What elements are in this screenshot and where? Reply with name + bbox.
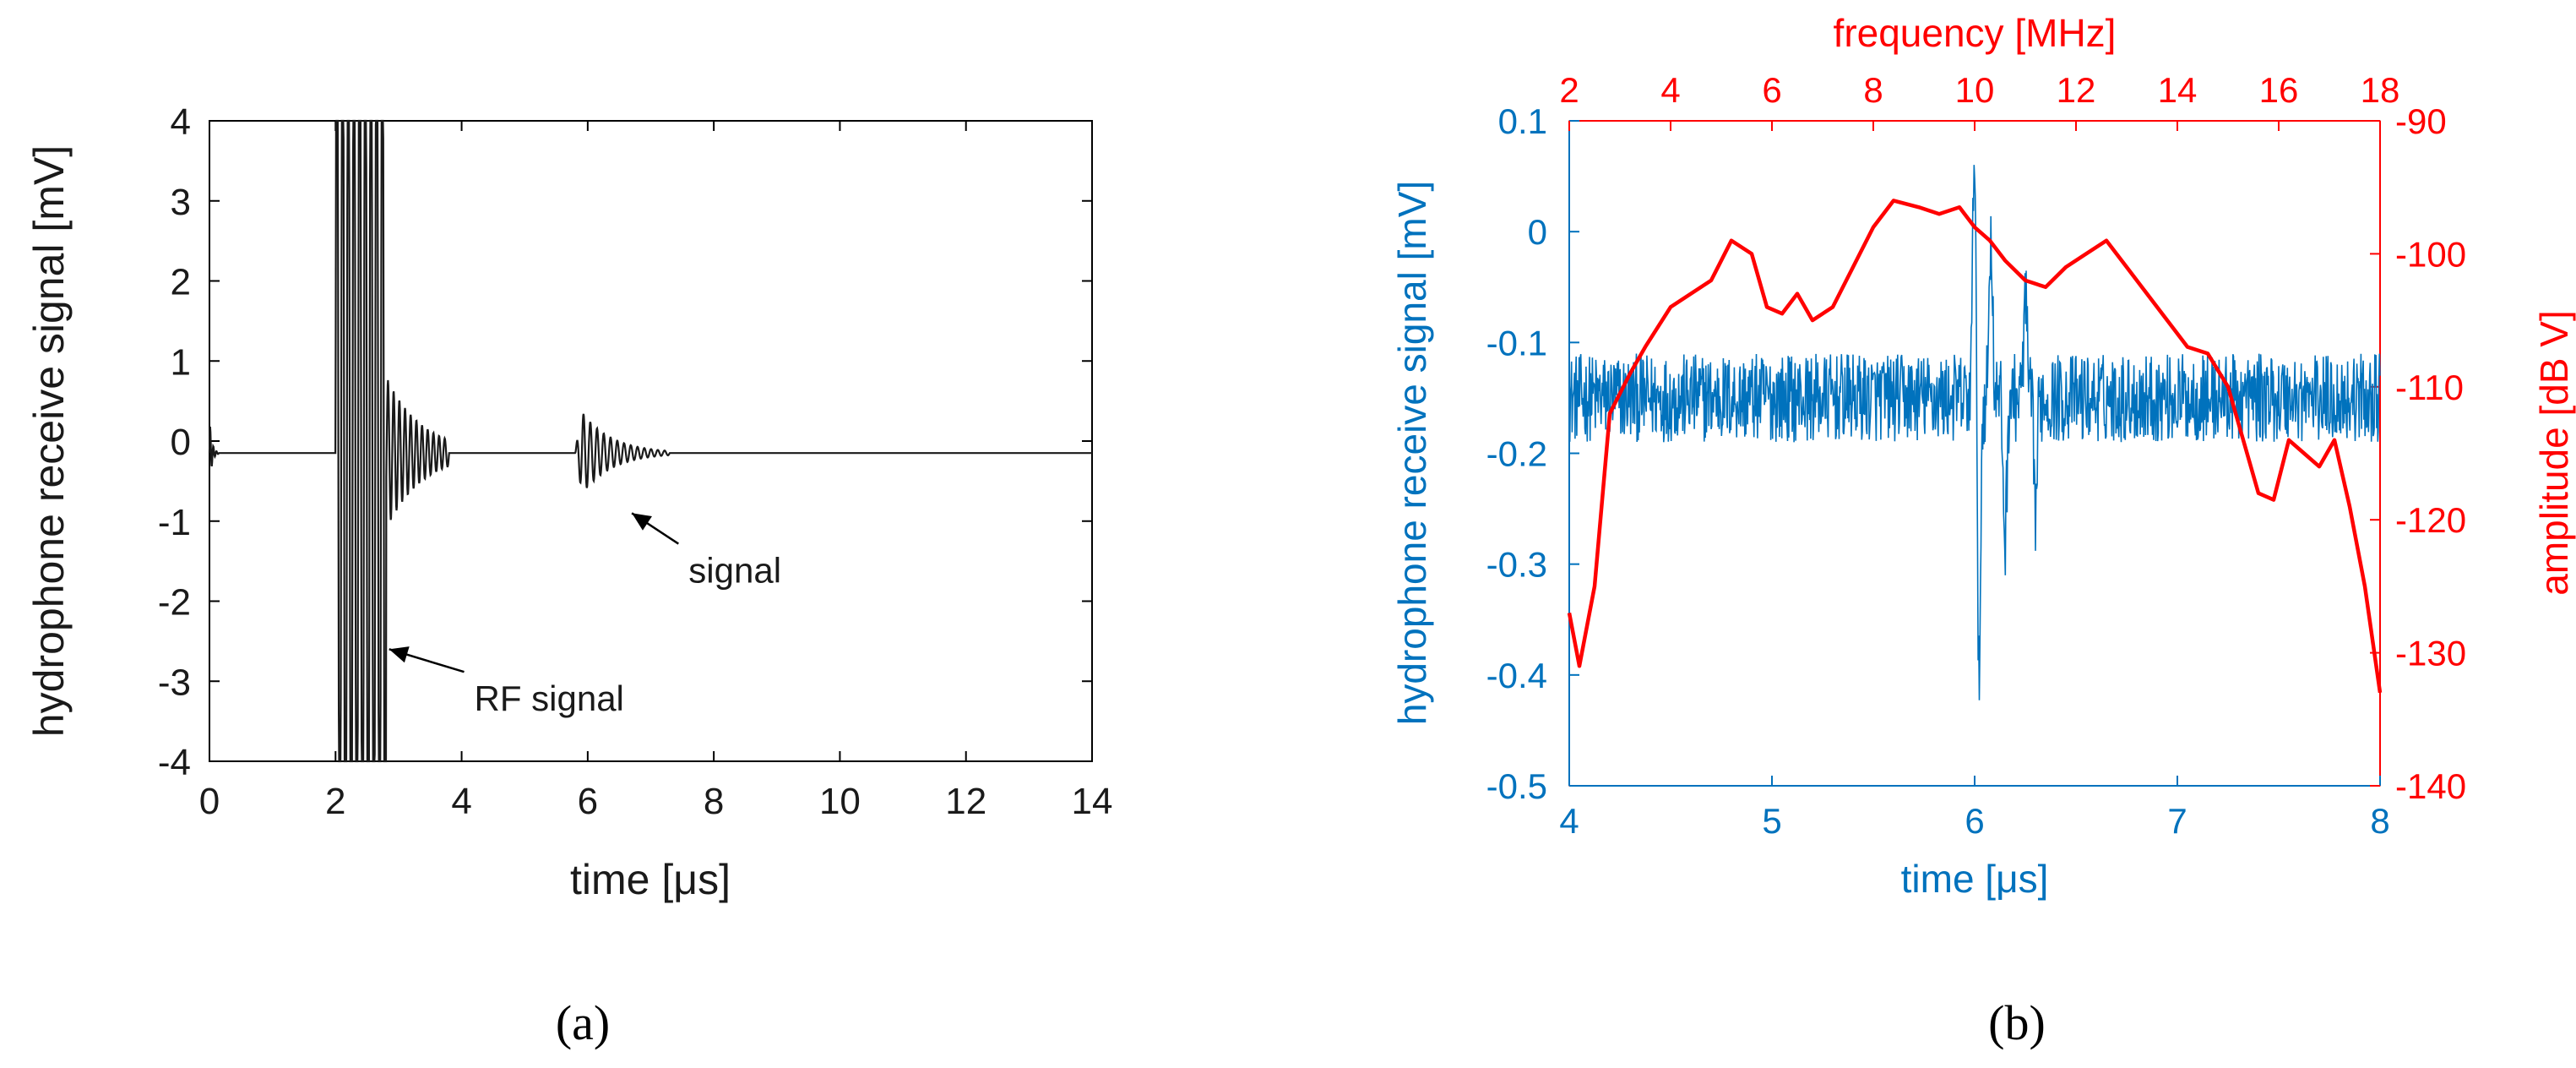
panel-b-y-axis-label: hydrophone receive signal [mV] xyxy=(1390,181,1434,725)
panel-b-right-tick-label: -130 xyxy=(2395,634,2466,673)
panel-b-x-axis-label: time [μs] xyxy=(1901,857,2049,901)
panel-b-right-tick-label: -110 xyxy=(2395,368,2464,407)
panel-a-y-tick-label: -2 xyxy=(158,582,191,624)
panel-a-annotation-arrowhead xyxy=(632,513,652,531)
panel-a-y-tick-label: 4 xyxy=(171,101,191,143)
panel-b-top-tick-label: 8 xyxy=(1863,70,1883,110)
panel-a-y-ticks: 4 3 2 1 0 -1 -2 -3 -4 xyxy=(158,101,1092,783)
panel-b-right-axis-label: amplitude [dB V] xyxy=(2532,310,2576,596)
panel-a-x-axis-label: time [μs] xyxy=(570,856,731,903)
panel-a-signal-trace xyxy=(208,119,1092,763)
panel-b-left-tick-label: -0.2 xyxy=(1486,434,1547,474)
panel-b-left-y-ticks: 0.1 0 -0.1 -0.2 -0.3 -0.4 -0.5 xyxy=(1486,101,1579,806)
panel-b-plot-frame xyxy=(1568,120,2381,787)
panel-a-x-tick-label: 14 xyxy=(1072,781,1113,822)
panel-a-y-tick-label: -4 xyxy=(158,742,191,783)
panel-b-right-tick-label: -90 xyxy=(2395,101,2447,141)
panel-b-top-tick-label: 2 xyxy=(1559,70,1579,110)
panel-b-chart: 0.1 0 -0.1 -0.2 -0.3 -0.4 -0.5 4 5 6 7 8 2 4 6 8 10 12 1… xyxy=(1390,11,2576,901)
panel-a-x-tick-label: 8 xyxy=(704,781,724,822)
panel-b-right-tick-label: -100 xyxy=(2395,234,2466,274)
panel-a-caption: (a) xyxy=(556,995,610,1050)
panel-b-left-tick-label: 0.1 xyxy=(1498,101,1547,141)
panel-a-x-tick-label: 0 xyxy=(199,781,220,822)
panel-a-y-axis-label: hydrophone receive signal [mV] xyxy=(25,145,73,737)
panel-b-top-tick-label: 18 xyxy=(2361,70,2400,110)
panel-b-top-tick-label: 12 xyxy=(2057,70,2096,110)
panel-a-y-tick-label: -1 xyxy=(158,502,191,543)
panel-a-x-tick-label: 6 xyxy=(578,781,598,822)
panel-a-y-tick-label: -3 xyxy=(158,662,191,703)
panel-b-top-tick-label: 14 xyxy=(2158,70,2198,110)
panel-b-left-tick-label: -0.1 xyxy=(1486,323,1547,362)
panel-a-annotation-arrowhead xyxy=(389,646,410,663)
panel-b-right-tick-label: -120 xyxy=(2395,500,2466,540)
panel-a-annotation-label: signal xyxy=(688,551,781,591)
panel-a-annotations: RF signal signal xyxy=(389,512,781,718)
panel-b-top-tick-label: 16 xyxy=(2259,70,2299,110)
panel-b-time-series-line xyxy=(1568,165,2381,700)
panel-b-top-x-ticks: 2 4 6 8 10 12 14 16 18 xyxy=(1559,70,2399,131)
panel-b-left-tick-label: 0 xyxy=(1528,212,1547,252)
panel-b-right-tick-label: -140 xyxy=(2395,766,2466,806)
panel-a-y-tick-label: 1 xyxy=(171,341,191,383)
panel-b-bottom-tick-label: 5 xyxy=(1762,801,1781,841)
panel-b-spectrum-line xyxy=(1567,199,2383,694)
panel-a-annotation-label: RF signal xyxy=(475,678,624,718)
panel-a-y-tick-label: 2 xyxy=(171,262,191,303)
panel-b-left-tick-label: -0.5 xyxy=(1486,766,1547,806)
panel-a-x-ticks: 0 2 4 6 8 10 12 14 xyxy=(199,121,1113,822)
panel-b-bottom-x-ticks: 4 5 6 7 8 xyxy=(1559,776,2390,841)
panel-b-bottom-tick-label: 7 xyxy=(2167,801,2187,841)
panel-b-top-tick-label: 4 xyxy=(1660,70,1680,110)
panel-b-left-tick-label: -0.3 xyxy=(1486,545,1547,585)
panel-b-top-tick-label: 10 xyxy=(1955,70,1995,110)
panel-a-y-tick-label: 0 xyxy=(171,422,191,463)
panel-b-bottom-tick-label: 4 xyxy=(1559,801,1579,841)
panel-a-y-tick-label: 3 xyxy=(171,182,191,223)
panel-b-top-tick-label: 6 xyxy=(1762,70,1781,110)
panel-a-x-tick-label: 2 xyxy=(325,781,345,822)
panel-b-right-y-ticks: -90 -100 -110 -120 -130 -140 xyxy=(2370,101,2466,806)
panel-b-bottom-tick-label: 6 xyxy=(1965,801,1984,841)
panel-b-top-axis-label: frequency [MHz] xyxy=(1834,11,2117,55)
panel-a-x-tick-label: 4 xyxy=(451,781,471,822)
panel-b-bottom-tick-label: 8 xyxy=(2370,801,2389,841)
panel-b-caption: (b) xyxy=(1988,995,2046,1050)
panel-a-x-tick-label: 10 xyxy=(819,781,861,822)
panel-a-x-tick-label: 12 xyxy=(945,781,986,822)
panel-b-left-tick-label: -0.4 xyxy=(1486,656,1547,695)
